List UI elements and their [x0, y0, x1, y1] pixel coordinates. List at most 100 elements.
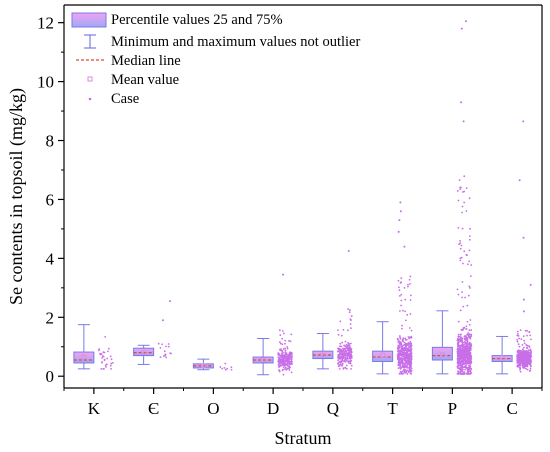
case-point [340, 361, 343, 363]
case-point [466, 349, 469, 352]
case-point [170, 352, 172, 355]
case-point-outlier [529, 283, 532, 286]
case-point [282, 366, 285, 369]
case-point [469, 275, 472, 278]
case-point [465, 362, 468, 365]
case-point [278, 364, 281, 367]
case-point [468, 368, 471, 371]
case-point [339, 342, 342, 345]
case-point [467, 294, 470, 297]
case-point [349, 362, 351, 365]
case-point [398, 295, 401, 297]
case-point [283, 356, 285, 359]
case-point [347, 308, 350, 310]
case-point [286, 353, 288, 356]
case-point [521, 355, 524, 358]
case-point [466, 372, 469, 375]
case-point [461, 291, 463, 294]
case-point [349, 356, 352, 358]
case-point [457, 341, 460, 343]
case-point [396, 355, 399, 358]
case-point [459, 259, 462, 262]
case-point-outlier [169, 300, 172, 303]
case-point [469, 227, 471, 230]
case-point [459, 354, 462, 357]
case-point [100, 353, 103, 355]
case-point [288, 339, 290, 342]
case-point [467, 366, 470, 369]
case-point [288, 369, 291, 371]
legend-case-symbol [88, 97, 92, 101]
mean-marker [320, 352, 326, 358]
x-tick-label: K [88, 399, 101, 418]
case-point [409, 349, 412, 352]
case-point [463, 250, 466, 253]
case-point [278, 370, 281, 373]
case-point [230, 366, 233, 369]
case-point [157, 342, 160, 345]
case-point [337, 333, 340, 336]
case-point [345, 343, 348, 346]
case-point [347, 357, 349, 360]
case-point [465, 339, 468, 342]
case-point [461, 350, 464, 353]
case-point [400, 293, 403, 296]
box-iqr [431, 346, 453, 361]
case-point [465, 253, 468, 256]
legend: Percentile values 25 and 75% Minimum and… [71, 12, 360, 107]
case-point [466, 356, 469, 359]
case-point-outlier [460, 101, 463, 104]
case-point [350, 327, 352, 330]
case-point [400, 359, 403, 362]
case-point [528, 360, 531, 363]
case-point [399, 370, 402, 373]
case-point [462, 356, 465, 359]
case-point [399, 368, 402, 370]
case-point [463, 349, 466, 351]
case-point [457, 226, 460, 229]
box-iqr [73, 351, 95, 364]
case-point [401, 352, 404, 355]
case-point [159, 356, 162, 359]
case-point [405, 347, 408, 349]
case-point [522, 357, 524, 360]
case-point [290, 356, 293, 359]
case-point [529, 369, 532, 372]
case-point [461, 348, 464, 350]
case-point [405, 361, 407, 363]
case-point [281, 330, 284, 332]
case-point [462, 262, 464, 265]
mean-marker [81, 354, 87, 360]
case-point [407, 344, 409, 347]
case-point [468, 238, 471, 241]
case-point [470, 329, 473, 331]
case-point [461, 227, 464, 230]
case-point [398, 335, 401, 337]
case-point [347, 329, 349, 332]
case-point [410, 364, 413, 367]
case-point [339, 345, 341, 348]
case-point [401, 372, 404, 375]
case-point [338, 367, 341, 370]
case-point-outlier [161, 319, 164, 322]
case-point [408, 345, 410, 348]
case-point [460, 363, 463, 366]
case-point [466, 337, 468, 340]
case-point [161, 343, 164, 346]
case-point [468, 329, 471, 332]
case-point [407, 359, 410, 362]
case-point [408, 327, 411, 329]
case-point [339, 353, 342, 355]
case-point [402, 362, 405, 364]
case-point [103, 358, 106, 361]
case-point [290, 353, 292, 356]
case-point-outlier [518, 179, 521, 182]
case-point [410, 358, 413, 361]
case-point [465, 343, 467, 345]
case-point [286, 364, 289, 367]
case-point [279, 361, 282, 364]
case-point [518, 351, 521, 354]
case-point [463, 326, 465, 329]
case-point [468, 350, 471, 353]
